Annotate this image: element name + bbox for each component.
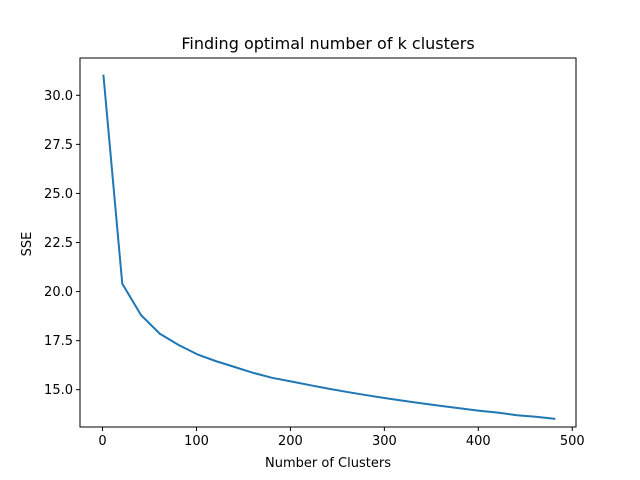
y-tick-label: 17.5 [44, 334, 73, 349]
plot-area [102, 74, 556, 420]
x-tick-label: 200 [278, 434, 303, 449]
y-tick-label: 20.0 [44, 285, 73, 300]
x-tick-label: 0 [98, 434, 106, 449]
y-tick-label: 27.5 [44, 138, 73, 153]
x-tick-label: 400 [466, 434, 491, 449]
axes: 0 100 200 300 400 500 15.0 17.5 20.0 22.5 25.0 27.5… [44, 57, 585, 449]
x-tick-label: 300 [372, 434, 397, 449]
y-axis-label: SSE [20, 232, 35, 257]
series-line-0 [102, 74, 556, 420]
x-tick-label: 100 [184, 434, 209, 449]
y-tick-label: 15.0 [44, 383, 73, 398]
y-tick-label: 22.5 [44, 236, 73, 251]
chart-title: Finding optimal number of k clusters [181, 34, 474, 53]
x-tick-label: 500 [560, 434, 585, 449]
y-tick-label: 30.0 [44, 89, 73, 104]
x-axis-label: Number of Clusters [265, 456, 391, 471]
y-tick-label: 25.0 [44, 187, 73, 202]
